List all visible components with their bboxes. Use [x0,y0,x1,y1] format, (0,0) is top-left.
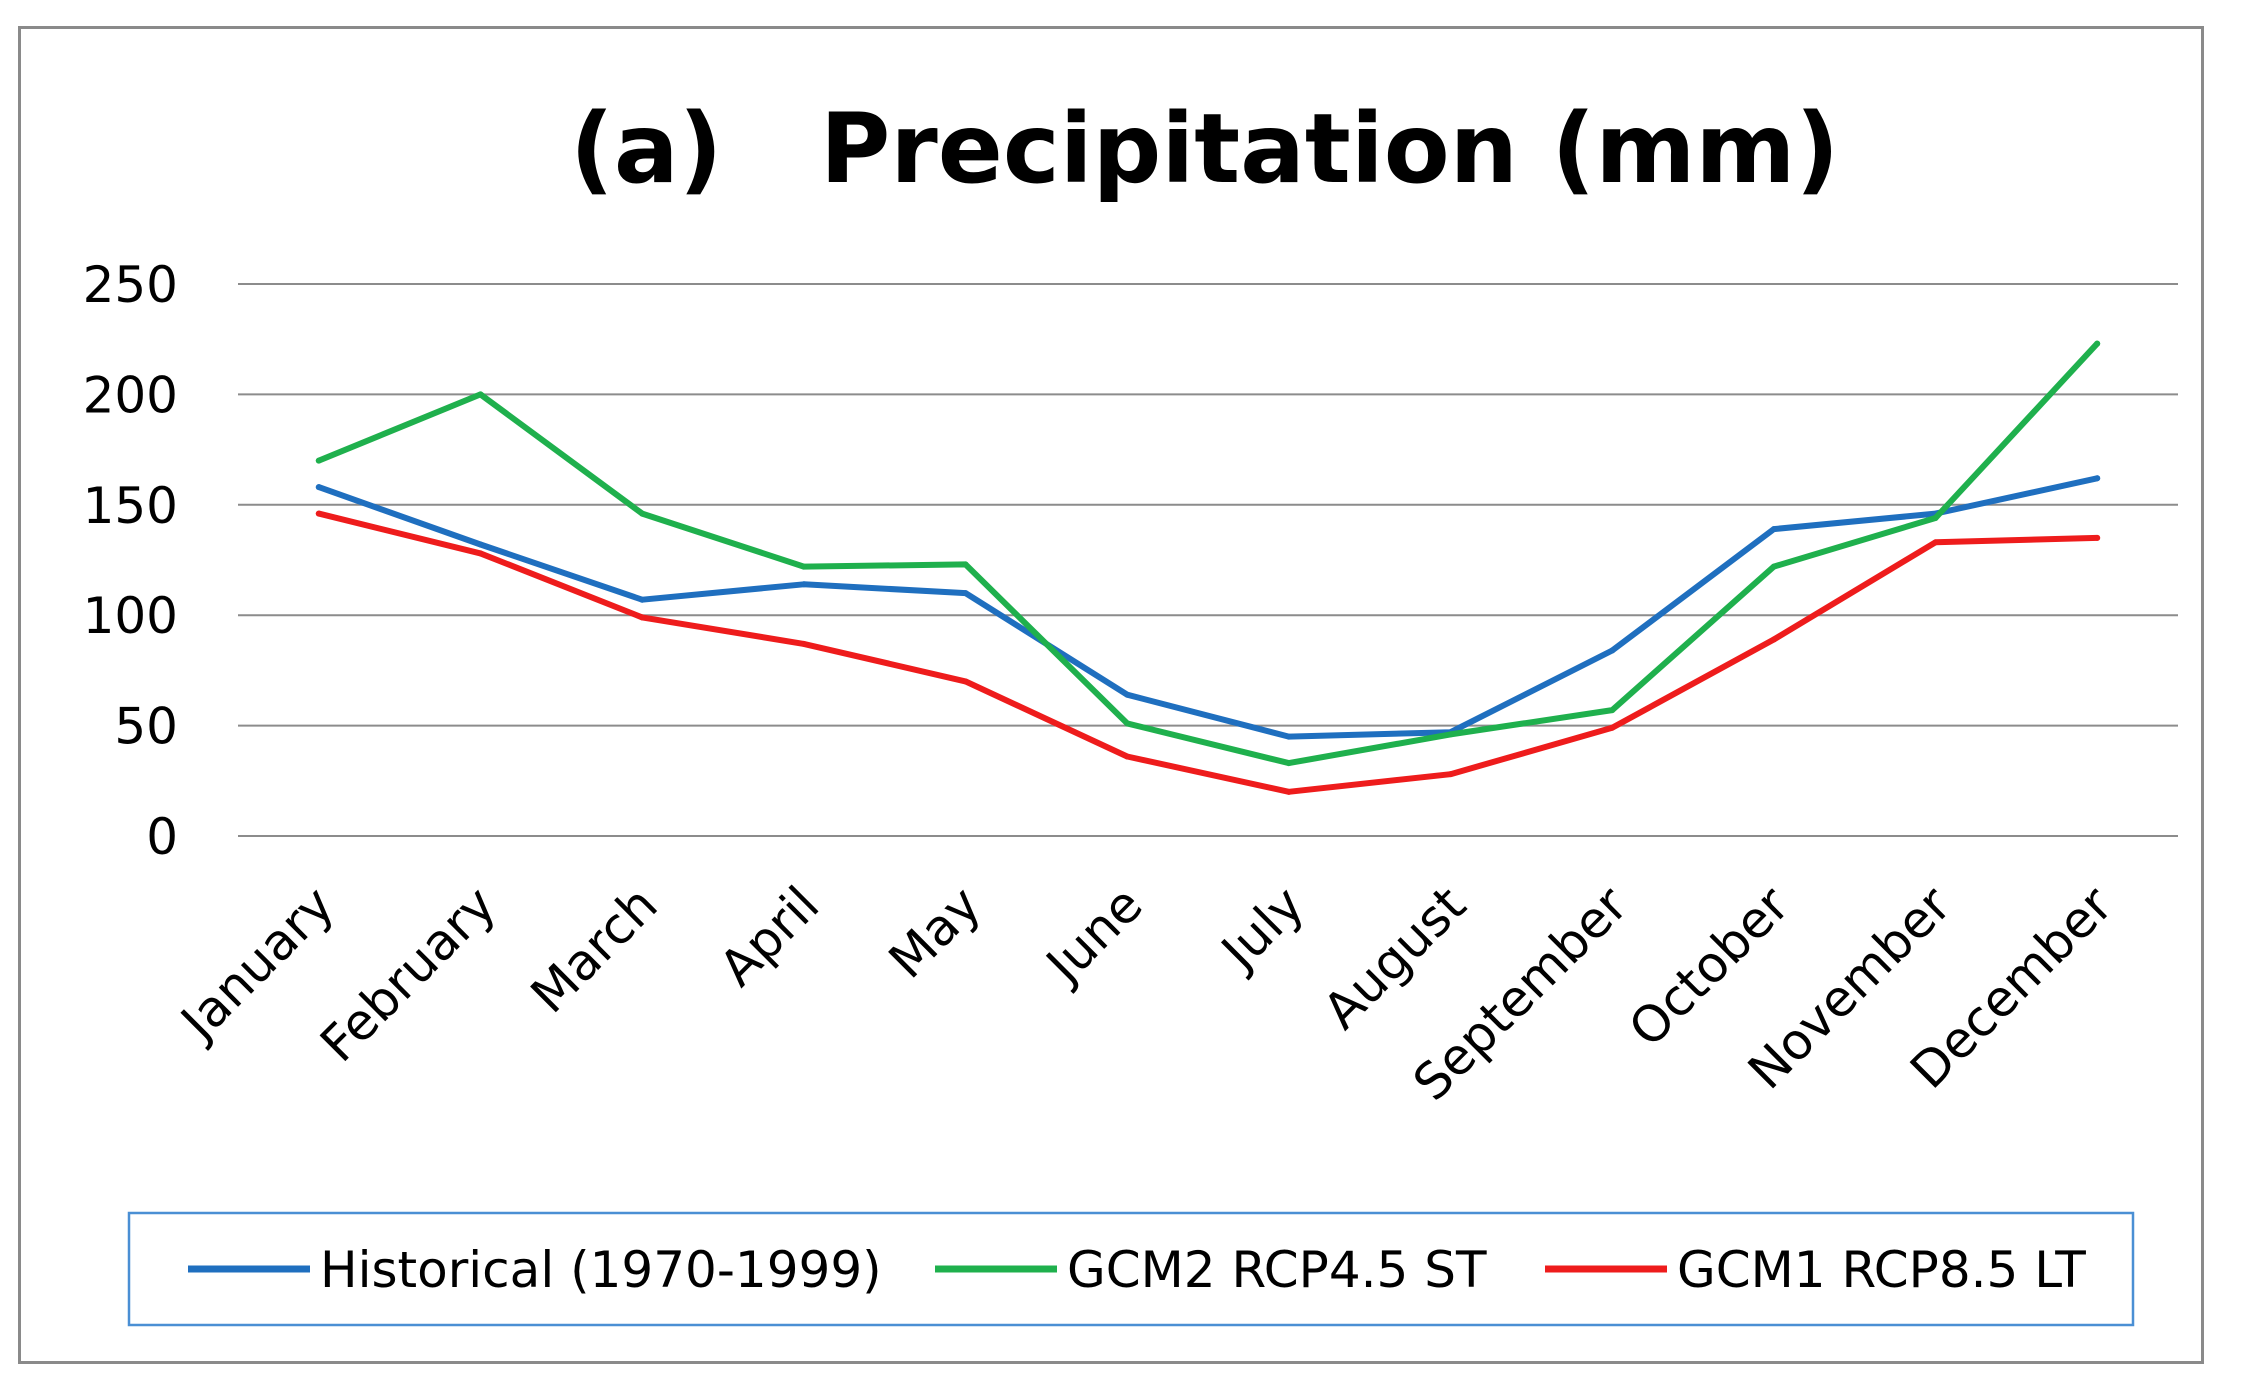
data-point [1609,707,1616,714]
legend-label-1: Historical (1970-1999) [320,1241,882,1299]
data-point [639,510,646,517]
data-point [1609,647,1616,654]
data-point [477,391,484,398]
data-point [315,484,322,491]
legend-label-3: GCM1 RCP8.5 LT [1677,1241,2086,1299]
data-point [1285,733,1292,740]
x-tick-label-august: August [1312,875,1477,1040]
data-point [1770,526,1777,533]
data-point [315,457,322,464]
legend-box [127,1211,2135,1327]
data-point [800,581,807,588]
data-point [1447,731,1454,738]
data-point [1447,771,1454,778]
series-lines [315,340,2101,795]
x-tick-label-july: July [1209,875,1316,982]
y-tick-label: 250 [83,256,178,314]
data-point [639,614,646,621]
data-point [962,590,969,597]
legend-label-2: GCM2 RCP4.5 ST [1067,1241,1487,1299]
x-tick-label-june: June [1034,875,1154,995]
data-point [1609,724,1616,731]
data-point [477,550,484,557]
data-point [962,678,969,685]
data-point [2094,475,2101,482]
y-tick-label: 0 [146,808,178,866]
data-point [1932,539,1939,546]
data-point [1124,720,1131,727]
y-tick-label: 50 [114,698,178,756]
data-point [1124,691,1131,698]
data-point [800,640,807,647]
data-point [1124,753,1131,760]
chart-frame [18,26,2204,1364]
data-point [639,596,646,603]
data-point [315,510,322,517]
chart-title: Precipitation (mm) [820,93,1839,205]
x-tick-label-march: March [520,875,669,1024]
data-point [800,563,807,570]
data-point [477,541,484,548]
y-tick-label: 150 [83,477,178,535]
series-line-1 [315,475,2101,740]
series-line-3 [315,510,2101,795]
y-axis-ticks: 0 50 100 150 200 250 [83,256,178,866]
data-point [1285,760,1292,767]
y-tick-label: 200 [83,366,178,424]
data-point [2094,534,2101,541]
y-tick-label: 100 [83,587,178,645]
data-point [962,561,969,568]
chart-title-label: (a) [570,93,723,205]
data-point [1770,563,1777,570]
series-line-2 [315,340,2101,767]
x-tick-label-april: April [708,875,830,997]
x-tick-label-may: May [878,875,992,989]
legend: Historical (1970-1999) GCM2 RCP4.5 ST GCM1… [188,1241,2086,1299]
gridlines [238,283,2178,837]
data-point [2094,340,2101,347]
data-point [1932,515,1939,522]
x-tick-label-february: February [309,875,507,1073]
data-point [1285,788,1292,795]
data-point [1770,636,1777,643]
